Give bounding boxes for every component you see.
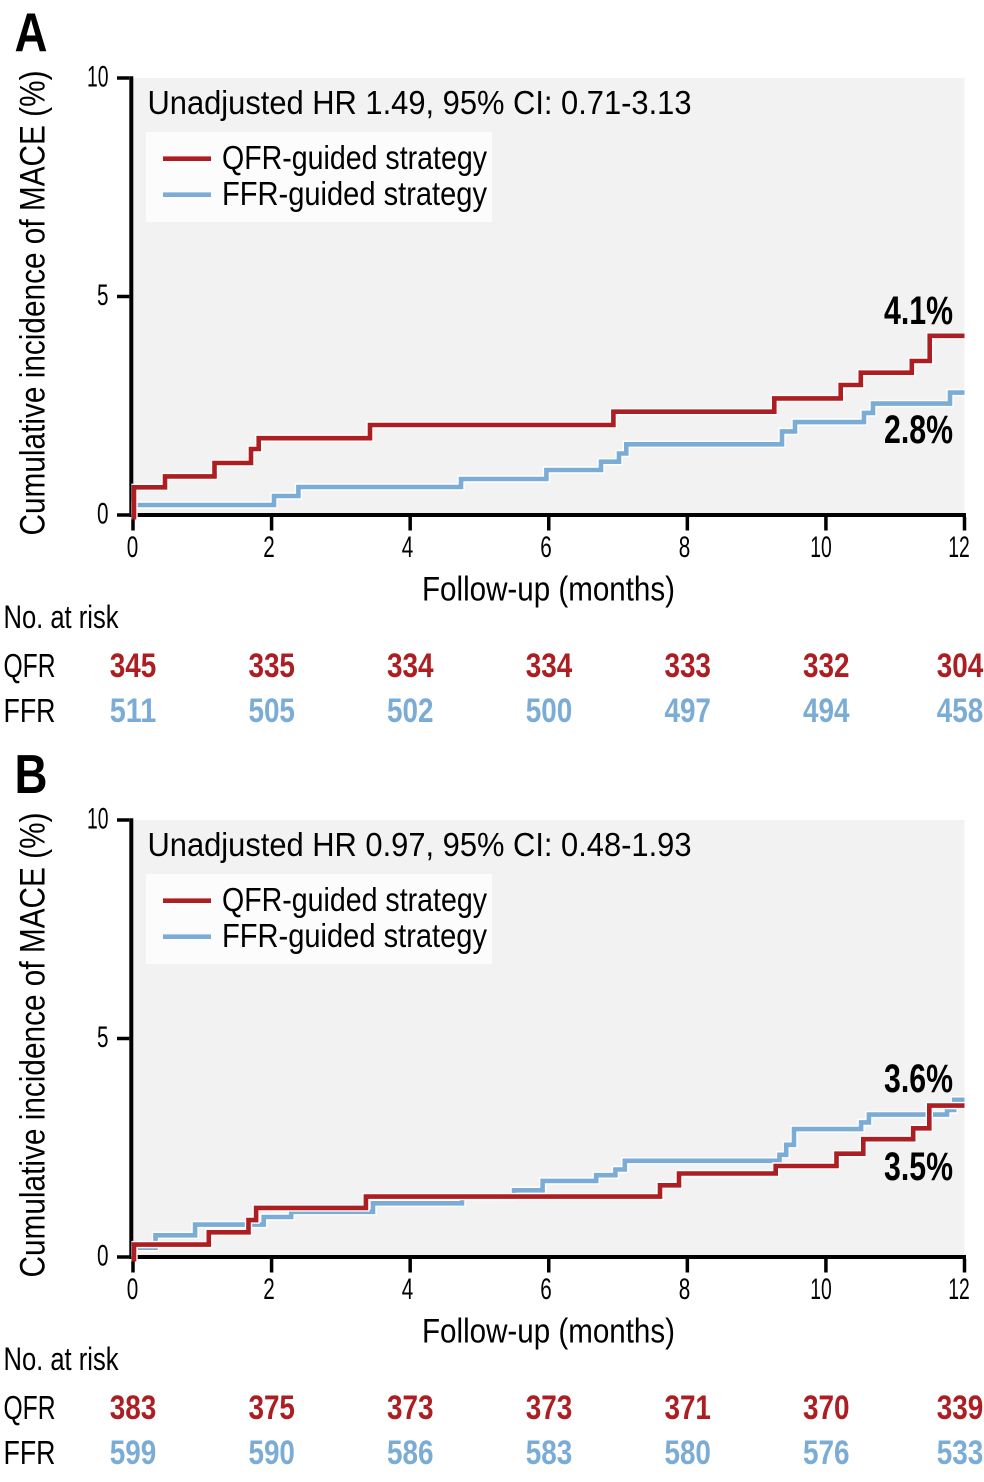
- svg-text:4.1%: 4.1%: [884, 289, 953, 333]
- svg-text:371: 371: [664, 1389, 711, 1427]
- svg-text:334: 334: [526, 647, 573, 685]
- svg-text:10: 10: [810, 1273, 832, 1306]
- svg-text:4: 4: [402, 1273, 414, 1306]
- svg-text:12: 12: [948, 531, 970, 564]
- svg-text:3.5%: 3.5%: [884, 1145, 953, 1189]
- svg-text:A: A: [15, 2, 48, 63]
- svg-text:586: 586: [387, 1434, 434, 1472]
- svg-text:2: 2: [263, 1273, 275, 1306]
- svg-text:8: 8: [679, 531, 691, 564]
- svg-text:590: 590: [248, 1434, 295, 1472]
- svg-text:Unadjusted HR 1.49, 95% CI: 0.: Unadjusted HR 1.49, 95% CI: 0.71-3.13: [148, 84, 692, 121]
- svg-text:375: 375: [248, 1389, 295, 1427]
- svg-text:383: 383: [110, 1389, 157, 1427]
- svg-text:500: 500: [526, 692, 573, 730]
- svg-text:373: 373: [387, 1389, 434, 1427]
- svg-text:497: 497: [664, 692, 711, 730]
- svg-text:370: 370: [803, 1389, 850, 1427]
- svg-text:2.8%: 2.8%: [884, 408, 953, 452]
- svg-text:583: 583: [526, 1434, 573, 1472]
- svg-text:5: 5: [97, 279, 109, 312]
- svg-text:FFR: FFR: [4, 1434, 56, 1471]
- svg-text:QFR: QFR: [4, 1389, 56, 1426]
- svg-text:B: B: [15, 744, 48, 805]
- svg-text:10: 10: [87, 803, 109, 836]
- svg-text:FFR-guided strategy: FFR-guided strategy: [222, 917, 487, 954]
- svg-text:6: 6: [540, 531, 552, 564]
- svg-text:8: 8: [679, 1273, 691, 1306]
- svg-text:339: 339: [937, 1389, 984, 1427]
- svg-text:Follow-up (months): Follow-up (months): [422, 571, 675, 609]
- svg-text:10: 10: [87, 61, 109, 94]
- svg-text:No. at risk: No. at risk: [4, 1341, 120, 1377]
- svg-text:502: 502: [387, 692, 434, 730]
- svg-text:0: 0: [97, 1240, 109, 1273]
- svg-text:505: 505: [248, 692, 295, 730]
- svg-text:QFR: QFR: [4, 647, 56, 684]
- svg-text:10: 10: [810, 531, 832, 564]
- svg-text:Follow-up (months): Follow-up (months): [422, 1313, 675, 1351]
- svg-text:0: 0: [97, 498, 109, 531]
- svg-text:373: 373: [526, 1389, 573, 1427]
- svg-text:0: 0: [127, 531, 139, 564]
- svg-text:335: 335: [248, 647, 295, 685]
- svg-text:0: 0: [127, 1273, 139, 1306]
- svg-text:No. at risk: No. at risk: [4, 599, 120, 635]
- svg-text:Cumulative incidence of MACE (: Cumulative incidence of MACE (%): [14, 71, 53, 536]
- svg-text:Unadjusted HR 0.97, 95% CI: 0.: Unadjusted HR 0.97, 95% CI: 0.48-1.93: [148, 826, 692, 863]
- svg-text:3.6%: 3.6%: [884, 1057, 953, 1101]
- svg-text:304: 304: [937, 647, 984, 685]
- svg-text:533: 533: [937, 1434, 984, 1472]
- svg-text:12: 12: [948, 1273, 970, 1306]
- svg-text:576: 576: [803, 1434, 850, 1472]
- svg-text:Cumulative incidence of MACE (: Cumulative incidence of MACE (%): [14, 813, 53, 1278]
- svg-text:458: 458: [937, 692, 984, 730]
- svg-text:6: 6: [540, 1273, 552, 1306]
- svg-text:580: 580: [664, 1434, 711, 1472]
- svg-text:QFR-guided strategy: QFR-guided strategy: [222, 139, 487, 176]
- svg-text:511: 511: [110, 692, 157, 730]
- svg-text:4: 4: [402, 531, 414, 564]
- svg-text:5: 5: [97, 1021, 109, 1054]
- svg-text:332: 332: [803, 647, 850, 685]
- svg-text:333: 333: [664, 647, 711, 685]
- svg-text:334: 334: [387, 647, 434, 685]
- svg-text:599: 599: [110, 1434, 157, 1472]
- svg-text:QFR-guided strategy: QFR-guided strategy: [222, 881, 487, 918]
- svg-text:FFR-guided strategy: FFR-guided strategy: [222, 175, 487, 212]
- svg-text:FFR: FFR: [4, 692, 56, 729]
- svg-text:2: 2: [263, 531, 275, 564]
- svg-text:494: 494: [803, 692, 850, 730]
- svg-text:345: 345: [110, 647, 157, 685]
